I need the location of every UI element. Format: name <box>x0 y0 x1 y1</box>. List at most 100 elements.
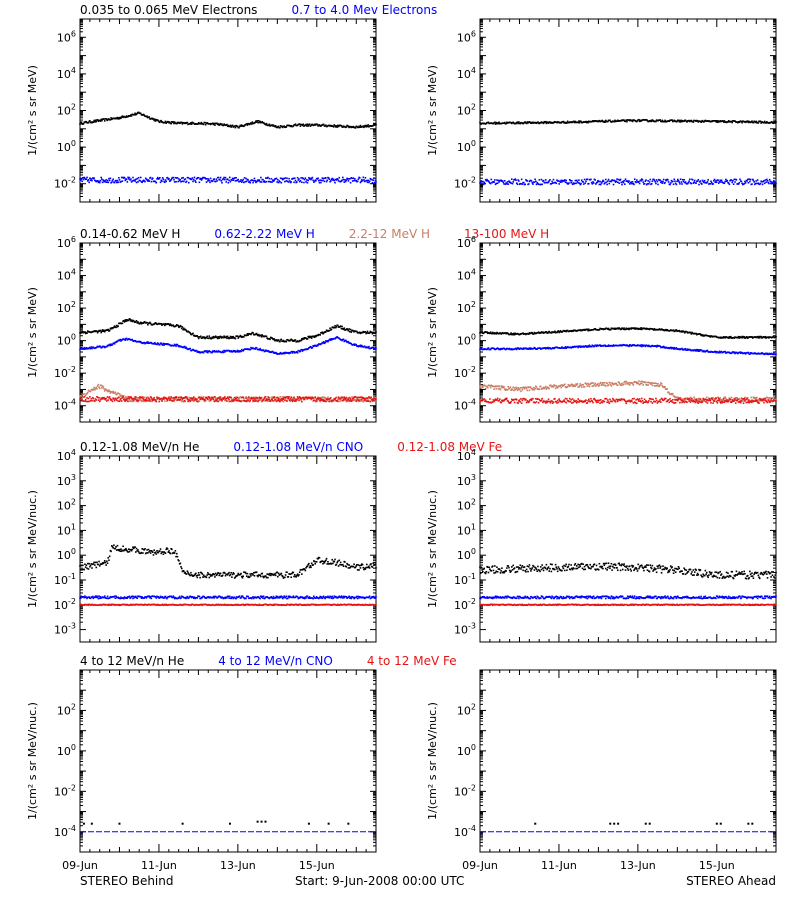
data-point <box>253 399 256 401</box>
data-point <box>486 348 488 351</box>
data-point <box>677 119 680 122</box>
data-point <box>94 119 97 122</box>
data-point <box>233 125 236 127</box>
data-point <box>537 183 540 186</box>
data-point <box>522 348 524 350</box>
data-point <box>725 178 727 181</box>
data-point <box>761 180 763 183</box>
data-point <box>659 119 661 121</box>
data-point <box>700 121 702 123</box>
data-point <box>337 180 340 182</box>
data-point <box>302 123 305 126</box>
data-point <box>173 121 176 123</box>
data-point <box>487 180 490 182</box>
data-point <box>320 181 322 184</box>
data-point <box>763 121 765 124</box>
data-point <box>751 336 753 338</box>
data-point <box>734 120 736 122</box>
data-point <box>754 182 757 185</box>
data-point <box>224 399 226 402</box>
data-point <box>220 337 223 339</box>
data-point <box>550 332 553 334</box>
data-point <box>255 332 258 335</box>
data-point <box>332 399 335 402</box>
data-point <box>717 182 720 184</box>
data-point <box>669 182 672 184</box>
data-point <box>146 341 148 343</box>
data-point <box>262 178 264 181</box>
data-point <box>90 398 93 400</box>
data-point <box>690 333 693 335</box>
data-point <box>118 396 120 399</box>
data-point <box>116 179 119 182</box>
data-point <box>628 183 631 185</box>
data-point <box>296 350 298 353</box>
data-point <box>129 318 131 321</box>
data-point <box>317 179 320 182</box>
data-point <box>580 179 583 182</box>
data-point <box>251 179 254 182</box>
data-point <box>185 329 187 331</box>
data-point <box>373 123 375 126</box>
data-point <box>691 178 694 181</box>
data-point <box>181 123 184 125</box>
data-point <box>92 397 95 400</box>
data-point <box>675 329 678 331</box>
data-point <box>577 182 579 184</box>
data-point <box>540 178 543 181</box>
data-point <box>130 178 132 181</box>
data-point <box>206 350 208 352</box>
data-point <box>273 396 276 398</box>
data-point <box>300 339 302 342</box>
data-point <box>356 180 359 183</box>
data-point <box>192 178 195 181</box>
data-point <box>294 400 297 402</box>
data-point <box>494 179 496 181</box>
data-point <box>176 343 179 346</box>
data-point <box>155 398 158 401</box>
data-point <box>86 400 89 403</box>
data-point <box>329 338 331 340</box>
data-point <box>253 400 256 402</box>
data-point <box>672 183 675 186</box>
data-point <box>673 178 676 181</box>
data-point <box>737 183 740 185</box>
data-point <box>563 179 566 181</box>
data-point <box>493 333 495 335</box>
data-point <box>354 344 356 346</box>
data-point <box>363 179 365 181</box>
series-ahead-protons-1 <box>479 343 777 356</box>
data-point <box>730 179 733 181</box>
data-point <box>621 183 623 186</box>
data-point <box>346 328 349 331</box>
data-point <box>163 121 166 124</box>
data-point <box>153 343 155 345</box>
data-point <box>603 183 606 185</box>
data-point <box>202 398 205 400</box>
data-point <box>493 181 495 183</box>
data-point <box>137 400 139 403</box>
data-point <box>631 182 633 185</box>
data-point <box>345 126 348 128</box>
data-point <box>733 337 736 339</box>
data-point <box>539 183 542 186</box>
data-point <box>134 180 136 182</box>
data-point <box>319 399 321 402</box>
data-point <box>254 348 256 350</box>
data-point <box>558 183 560 185</box>
data-point <box>247 179 249 181</box>
data-point <box>301 124 304 127</box>
data-point <box>548 179 551 182</box>
data-point <box>178 326 181 328</box>
data-point <box>267 350 270 352</box>
data-point <box>495 182 498 185</box>
data-point <box>515 347 517 350</box>
panel-frame <box>479 242 777 423</box>
data-point <box>230 396 232 399</box>
data-point <box>251 121 254 123</box>
data-point <box>359 396 362 399</box>
data-point <box>241 179 244 182</box>
data-point <box>238 126 240 129</box>
data-point <box>136 399 139 401</box>
